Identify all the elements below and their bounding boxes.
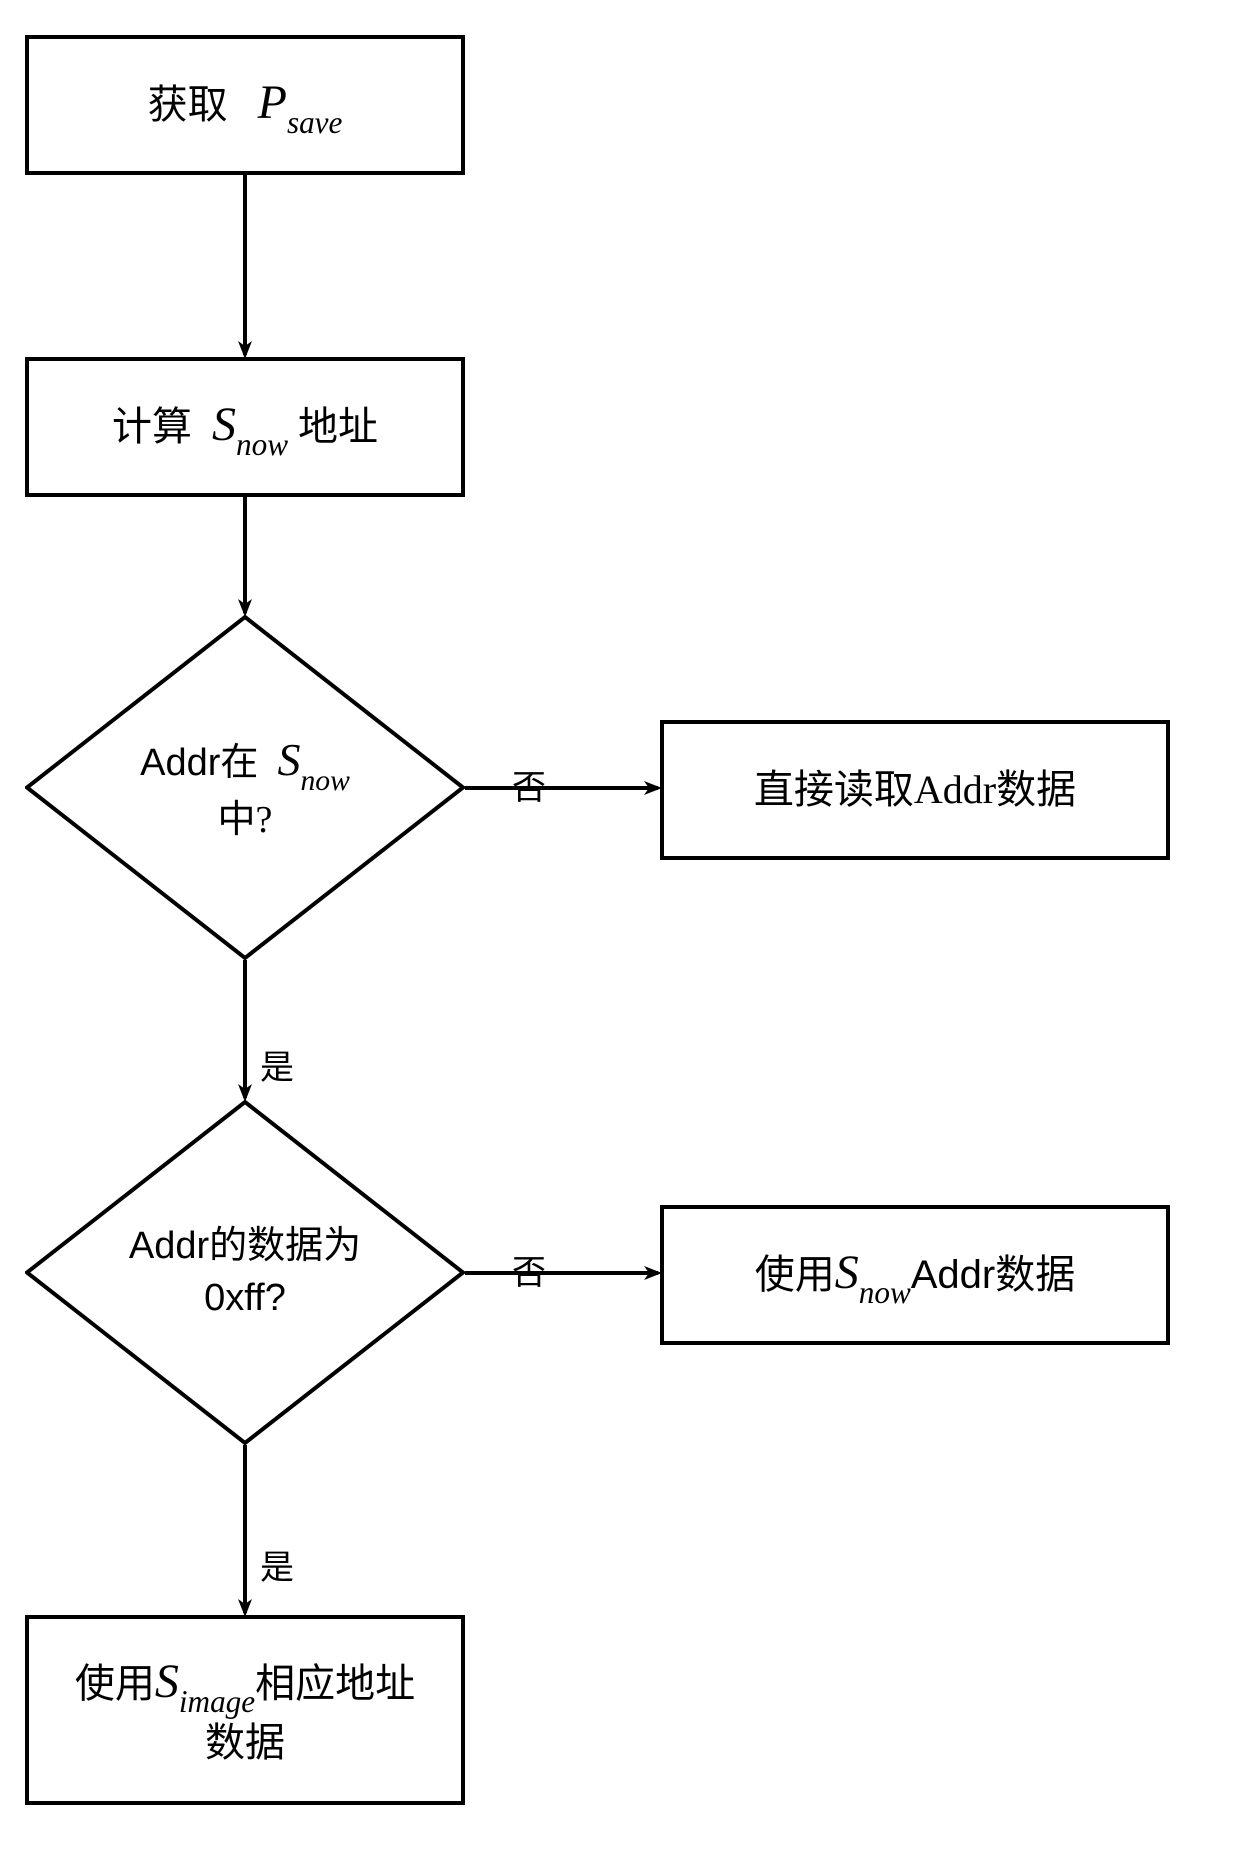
n7-var: S [155,1655,179,1708]
edge-label-no-2: 否 [512,1245,546,1294]
n5-line1: Addr的数据为 [129,1225,361,1267]
node-decision-addr-in-snow: Addr在 Snow 中? [25,615,465,960]
node-use-simage: 使用Simage相应地址 数据 [25,1615,465,1805]
node-decision-addr-0xff: Addr的数据为 0xff? [25,1100,465,1445]
n3-sub: now [300,765,349,797]
n6-pre: 使用 [755,1252,835,1297]
n3-line2: 中? [218,799,273,841]
n6-var: S [835,1246,859,1299]
n3-pre: Addr在 [140,742,258,784]
edge-label-yes-1: 是 [260,1040,294,1089]
n2-var: S [212,398,236,451]
node-read-addr: 直接读取Addr数据 [660,720,1170,860]
n2-sub: now [236,427,288,462]
n7-mid: 相应地址 [255,1661,415,1706]
edge-label-yes-2: 是 [260,1540,294,1589]
n4-text: 直接读取Addr数据 [754,764,1076,816]
edge-label-no-1: 否 [512,760,546,809]
n2-text2: 地址 [298,404,378,449]
flowchart-container: 获取 Psave 计算 Snow 地址 Addr在 Snow 中? 直接读取Ad… [0,0,1240,1850]
n3-var: S [277,734,300,785]
node-use-snow-addr: 使用SnowAddr数据 [660,1205,1170,1345]
n7-pre: 使用 [75,1661,155,1706]
n2-text1: 计算 [112,404,192,449]
n7-line2: 数据 [205,1720,285,1765]
n1-sub: save [287,105,342,140]
n6-sub: now [859,1275,911,1310]
n1-text: 获取 [148,82,228,127]
n6-post: Addr数据 [911,1253,1076,1297]
n1-var: P [258,76,287,129]
n5-line2: 0xff? [204,1277,286,1319]
node-compute-snow: 计算 Snow 地址 [25,357,465,497]
node-get-psave: 获取 Psave [25,35,465,175]
n7-sub: image [179,1684,255,1719]
